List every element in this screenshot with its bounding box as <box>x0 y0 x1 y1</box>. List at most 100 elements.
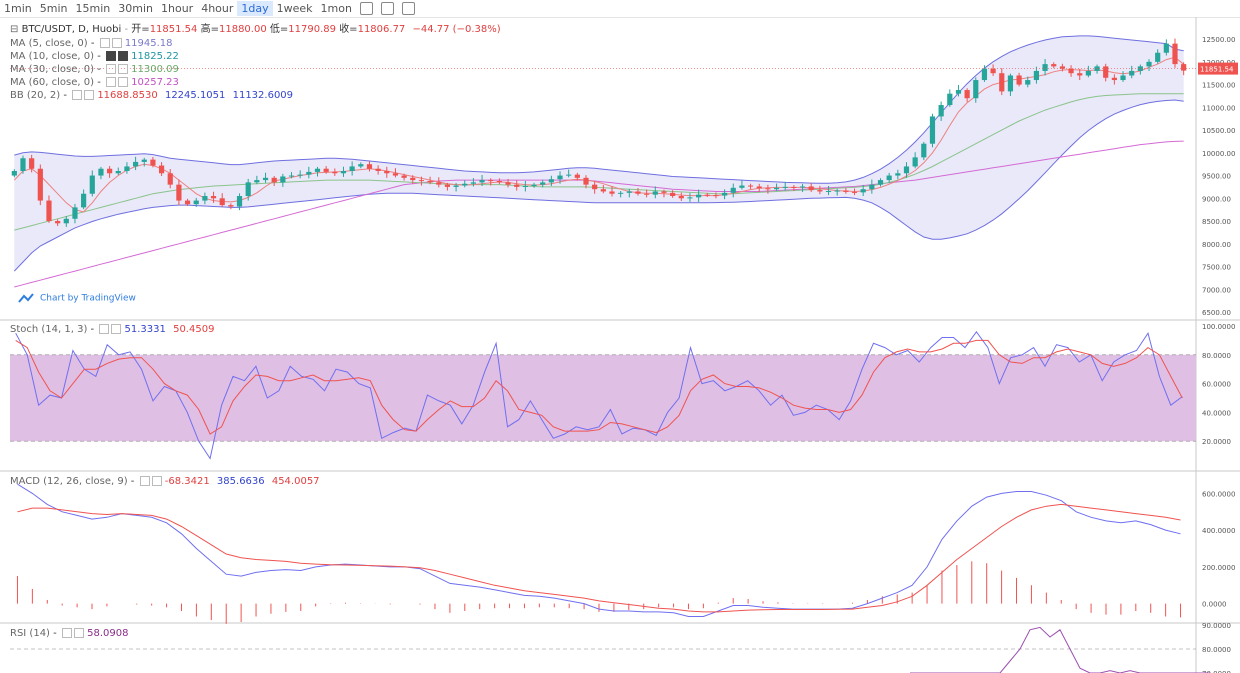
close-icon[interactable] <box>111 324 122 334</box>
axis-tick-label: 90.0000 <box>1202 622 1231 630</box>
eye-icon[interactable] <box>99 38 110 48</box>
bb-upper-line <box>14 35 1184 184</box>
candle-body <box>747 185 754 187</box>
candle-body <box>384 171 390 174</box>
ma30-legend: MA (30, close, 0) - 11300.09 <box>10 64 179 75</box>
candle-body <box>903 166 910 174</box>
axis-tick-label: 10500.00 <box>1202 127 1235 135</box>
candle-body <box>635 191 641 194</box>
screenshot-icon[interactable] <box>401 2 415 15</box>
rsi-legend: RSI (14) - 58.0908 <box>10 628 129 639</box>
close-icon[interactable] <box>117 77 128 87</box>
collapse-icon[interactable]: ⊟ <box>10 24 19 35</box>
candle-body <box>981 68 988 81</box>
eye-icon[interactable] <box>61 628 72 638</box>
candle-body <box>288 175 295 177</box>
interval-1mon[interactable]: 1mon <box>320 2 352 15</box>
candle-body <box>418 180 425 182</box>
macd-label: MACD (12, 26, close, 9) <box>10 476 128 487</box>
candle-body <box>150 159 156 166</box>
axis-tick-label: 6500.00 <box>1202 309 1231 317</box>
candle-body <box>332 171 338 174</box>
candle-body <box>704 194 710 196</box>
tradingview-attribution[interactable]: Chart by TradingView <box>18 293 136 304</box>
bb-lower-value: 11132.6009 <box>232 90 294 101</box>
eye-icon[interactable] <box>99 324 110 334</box>
interval-5min[interactable]: 5min <box>39 2 68 15</box>
close-icon[interactable] <box>73 628 84 638</box>
close-icon[interactable] <box>84 90 95 100</box>
interval-1hour[interactable]: 1hour <box>161 2 194 15</box>
ma5-legend: MA (5, close, 0) - 11945.18 <box>10 38 173 49</box>
candle-body <box>55 221 61 224</box>
candle-body <box>670 192 676 197</box>
candle-body <box>46 200 52 222</box>
candle-body <box>228 205 234 207</box>
chart-type-icon[interactable] <box>359 2 373 15</box>
stoch-d-line <box>15 339 1183 435</box>
candle-body <box>1155 52 1161 62</box>
candle-body <box>1051 64 1057 67</box>
axis-tick-label: 400.0000 <box>1202 527 1235 535</box>
eye-icon[interactable] <box>105 51 116 61</box>
candle-body <box>921 143 927 158</box>
candle-body <box>81 193 87 208</box>
tradingview-logo-icon <box>18 293 34 303</box>
candle-body <box>176 184 182 201</box>
candle-body <box>999 73 1005 92</box>
candle-body <box>340 171 347 174</box>
candle-body <box>245 182 251 197</box>
interval-toolbar: 1min 5min 15min 30min 1hour 4hour 1day 1week 1mo… <box>0 0 1240 18</box>
candle-body <box>280 176 286 183</box>
stoch-label: Stoch (14, 1, 3) <box>10 324 88 335</box>
eye-icon[interactable] <box>139 476 150 486</box>
candle-body <box>687 197 693 199</box>
close-icon[interactable] <box>117 64 128 74</box>
candle-body <box>1146 61 1152 67</box>
branding-label: Chart by TradingView <box>40 293 136 304</box>
candle-body <box>739 185 745 188</box>
ma60-label: MA (60, close, 0) <box>10 77 95 88</box>
candle-body <box>929 116 936 144</box>
settings-icon[interactable] <box>380 2 394 15</box>
candle-body <box>791 186 797 188</box>
macd-value: 385.6636 <box>216 476 265 487</box>
candle-body <box>1059 66 1066 69</box>
candle-body <box>877 180 884 185</box>
axis-tick-label: 11000.00 <box>1202 104 1235 112</box>
candle-body <box>219 198 225 206</box>
candle-body <box>609 191 615 194</box>
candle-body <box>444 184 451 187</box>
axis-tick-label: 7000.00 <box>1202 286 1231 294</box>
eye-icon[interactable] <box>105 77 116 87</box>
eye-icon[interactable] <box>72 90 83 100</box>
candle-body <box>167 173 173 185</box>
interval-1week[interactable]: 1week <box>276 2 313 15</box>
close-icon[interactable] <box>117 51 128 61</box>
change-value: −44.77 (−0.38%) <box>412 24 501 35</box>
interval-1min[interactable]: 1min <box>4 2 32 15</box>
close-icon[interactable] <box>111 38 122 48</box>
candle-body <box>29 158 35 169</box>
candle-body <box>566 174 572 176</box>
interval-30min[interactable]: 30min <box>118 2 153 15</box>
candle-body <box>11 171 17 176</box>
close-icon[interactable] <box>151 476 162 486</box>
axis-tick-label: 60.0000 <box>1202 381 1231 389</box>
price-tag-label: 11851.54 <box>1200 66 1234 74</box>
candle-body <box>730 187 736 193</box>
ma5-label: MA (5, close, 0) <box>10 38 88 49</box>
interval-1day[interactable]: 1day <box>237 1 273 16</box>
candle-body <box>1111 77 1117 81</box>
ma10-label: MA (10, close, 0) <box>10 51 95 62</box>
axis-tick-label: 100.0000 <box>1202 323 1235 331</box>
axis-tick-label: 8000.00 <box>1202 241 1231 249</box>
candle-body <box>254 180 260 183</box>
candle-body <box>661 191 667 193</box>
interval-15min[interactable]: 15min <box>75 2 111 15</box>
interval-4hour[interactable]: 4hour <box>201 2 234 15</box>
candle-body <box>462 183 468 186</box>
candle-body <box>626 191 632 193</box>
eye-icon[interactable] <box>105 64 116 74</box>
